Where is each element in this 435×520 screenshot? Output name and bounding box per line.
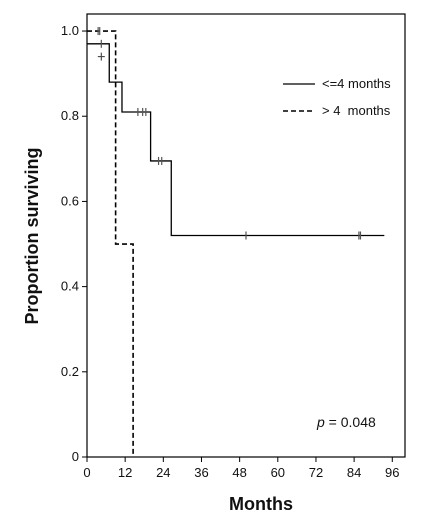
x-tick-label: 36 — [194, 465, 208, 480]
x-tick-label: 60 — [271, 465, 285, 480]
x-tick-label: 84 — [347, 465, 361, 480]
x-axis-title: Months — [229, 494, 293, 514]
y-tick-label: 0.4 — [61, 279, 79, 294]
y-axis-ticks: 0 0.2 0.4 0.6 0.8 1.0 — [61, 23, 87, 464]
legend-label-2: > 4 months — [322, 103, 391, 118]
y-tick-label: 0.8 — [61, 108, 79, 123]
series-layer — [87, 27, 385, 457]
x-axis-ticks: 0 12 24 36 48 60 72 84 96 — [83, 457, 400, 480]
x-tick-label: 0 — [83, 465, 90, 480]
y-axis-title: Proportion surviving — [22, 147, 42, 324]
x-tick-label: 48 — [232, 465, 246, 480]
x-tick-label: 72 — [309, 465, 323, 480]
series-line-2 — [87, 30, 134, 457]
legend-label-1: <=4 months — [322, 76, 391, 91]
y-tick-label: 0.2 — [61, 364, 79, 379]
x-tick-label: 12 — [118, 465, 132, 480]
y-tick-label: 0.6 — [61, 193, 79, 208]
legend: <=4 months > 4 months — [283, 76, 391, 118]
series-line-1 — [87, 43, 385, 237]
y-tick-label: 0 — [72, 449, 79, 464]
plot-frame — [86, 13, 406, 458]
p-value-annotation: p = 0.048 — [316, 414, 376, 430]
x-tick-label: 96 — [385, 465, 399, 480]
y-tick-label: 1.0 — [61, 23, 79, 38]
x-tick-label: 24 — [156, 465, 170, 480]
